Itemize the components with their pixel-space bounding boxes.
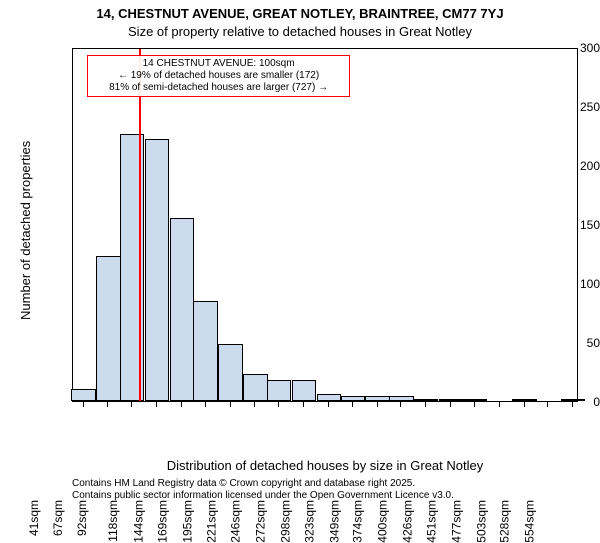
histogram-bar [414, 399, 438, 401]
y-tick: 200 [538, 159, 600, 173]
x-tick-mark [83, 402, 84, 407]
x-tick-mark [524, 402, 525, 407]
x-tick-label: 554sqm [523, 500, 600, 543]
histogram-bar [193, 301, 217, 401]
histogram-bar [243, 374, 267, 401]
chart-title-line2: Size of property relative to detached ho… [0, 24, 600, 39]
y-tick: 50 [538, 336, 600, 350]
histogram-bar [365, 396, 389, 401]
histogram-bar [96, 256, 120, 401]
histogram-bar [292, 380, 316, 401]
x-axis-label: Distribution of detached houses by size … [72, 458, 578, 473]
x-tick-mark [254, 402, 255, 407]
x-tick-mark [425, 402, 426, 407]
plot-area: 14 CHESTNUT AVENUE: 100sqm← 19% of detac… [72, 48, 578, 402]
histogram-bar [170, 218, 194, 401]
property-marker-line [139, 49, 141, 401]
x-tick-mark [230, 402, 231, 407]
histogram-bar [389, 396, 413, 401]
x-tick-mark [303, 402, 304, 407]
credit-line-1: Contains HM Land Registry data © Crown c… [72, 478, 415, 489]
y-tick: 150 [538, 218, 600, 232]
histogram-bar [218, 344, 242, 401]
x-tick-mark [499, 402, 500, 407]
y-axis-label: Number of detached properties [18, 141, 33, 320]
x-tick-mark [205, 402, 206, 407]
x-tick-mark [181, 402, 182, 407]
histogram-bar [439, 399, 463, 401]
annotation-box: 14 CHESTNUT AVENUE: 100sqm← 19% of detac… [87, 55, 350, 97]
y-tick: 250 [538, 100, 600, 114]
x-tick-mark [156, 402, 157, 407]
credit-line-2: Contains public sector information licen… [72, 490, 454, 501]
chart-title-line1: 14, CHESTNUT AVENUE, GREAT NOTLEY, BRAIN… [0, 6, 600, 21]
histogram-bar [71, 389, 95, 401]
histogram-bar [512, 399, 536, 401]
x-tick-mark [547, 402, 548, 407]
x-tick-mark [450, 402, 451, 407]
x-tick-mark [278, 402, 279, 407]
x-tick-mark [400, 402, 401, 407]
x-tick-mark [377, 402, 378, 407]
x-tick-mark [131, 402, 132, 407]
histogram-bar [341, 396, 365, 401]
x-tick-mark [474, 402, 475, 407]
histogram-bar [145, 139, 169, 401]
x-tick-mark [107, 402, 108, 407]
histogram-bar [463, 399, 487, 401]
x-tick-mark [352, 402, 353, 407]
y-tick: 300 [538, 41, 600, 55]
histogram-bar [267, 380, 291, 401]
y-tick: 100 [538, 277, 600, 291]
x-tick-mark [328, 402, 329, 407]
x-tick-mark [572, 402, 573, 407]
histogram-bar [317, 394, 341, 401]
